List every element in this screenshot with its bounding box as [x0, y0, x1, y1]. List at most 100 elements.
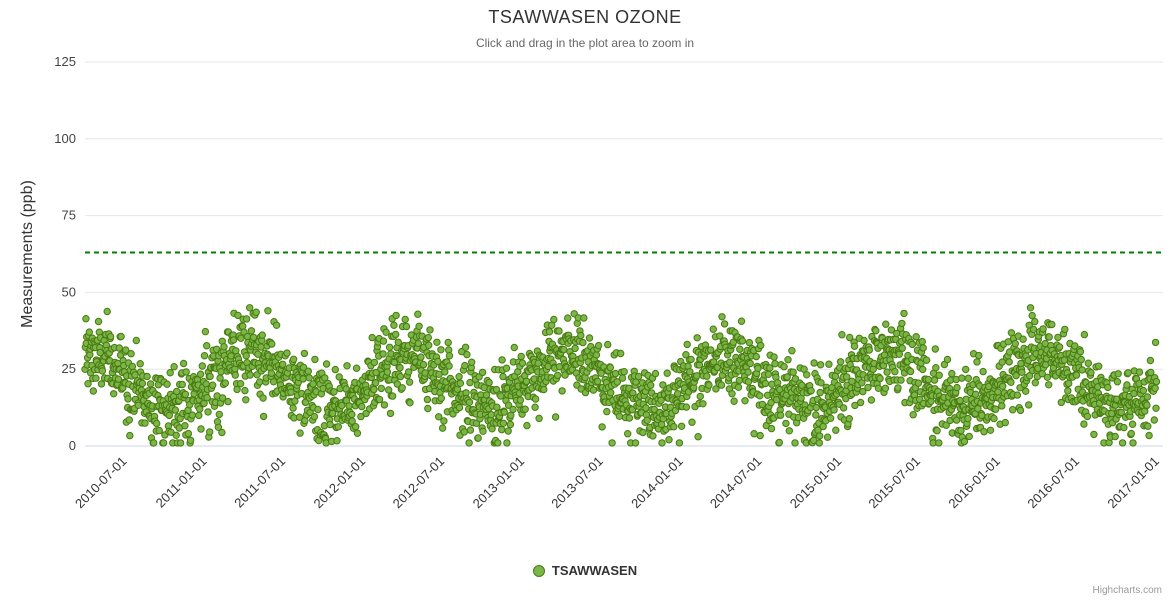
data-point [353, 429, 362, 437]
data-point [417, 353, 425, 361]
data-point [564, 314, 572, 322]
data-point [999, 382, 1007, 390]
data-point [1043, 373, 1052, 381]
data-point [807, 387, 815, 395]
data-point [523, 421, 531, 430]
data-point [98, 367, 107, 375]
data-point [103, 307, 111, 316]
data-point [859, 387, 867, 396]
scatter-series[interactable] [81, 304, 1161, 447]
data-point [843, 373, 851, 381]
data-point [424, 333, 432, 342]
data-point [234, 311, 242, 320]
data-point [299, 375, 307, 383]
data-point [502, 364, 511, 372]
data-point [289, 355, 298, 363]
data-point [237, 334, 245, 342]
data-point [492, 385, 501, 394]
data-point [1077, 355, 1086, 364]
data-point [258, 331, 266, 339]
data-point [812, 403, 820, 412]
data-point [734, 383, 743, 391]
data-point [1128, 420, 1137, 428]
data-point [935, 439, 943, 447]
data-point [343, 362, 351, 370]
data-point [1123, 381, 1131, 389]
data-point [816, 361, 825, 369]
data-point [608, 439, 616, 447]
data-point [184, 429, 193, 438]
data-point [521, 405, 529, 413]
data-point [775, 438, 783, 447]
data-point [634, 372, 643, 381]
data-point [321, 374, 329, 382]
data-point [352, 423, 360, 431]
data-point [466, 426, 475, 434]
data-point [1076, 348, 1085, 356]
data-point [535, 414, 543, 423]
data-point [398, 384, 406, 392]
data-point [504, 427, 512, 435]
data-point [423, 395, 432, 404]
data-point [487, 411, 495, 419]
data-point [898, 344, 906, 352]
data-point [957, 426, 965, 435]
data-point [1019, 335, 1027, 343]
data-point [437, 346, 445, 354]
svg-text:50: 50 [62, 284, 76, 299]
data-point [461, 361, 469, 370]
data-point [224, 397, 232, 406]
data-point [309, 380, 317, 388]
data-point [874, 384, 883, 392]
highcharts-credits[interactable]: Highcharts.com [1092, 585, 1162, 596]
data-point [1152, 404, 1160, 412]
data-point [1016, 406, 1025, 415]
svg-text:2016-01-01: 2016-01-01 [945, 454, 1003, 512]
data-point [1028, 311, 1036, 320]
data-point [518, 359, 527, 367]
data-point [456, 379, 465, 387]
data-point [764, 370, 773, 378]
data-point [780, 363, 788, 371]
data-point [979, 367, 987, 376]
data-point [445, 352, 454, 360]
data-point [933, 427, 941, 435]
data-point [186, 436, 195, 444]
data-point [383, 368, 392, 376]
data-point [707, 346, 715, 354]
data-point [953, 383, 961, 392]
data-point [106, 332, 115, 341]
data-point [117, 332, 125, 341]
data-point [816, 432, 824, 440]
data-point [761, 379, 770, 388]
data-point [124, 395, 132, 403]
svg-text:125: 125 [54, 54, 76, 69]
data-point [252, 308, 260, 316]
data-point [830, 406, 838, 414]
data-point [817, 379, 825, 387]
data-point [419, 360, 428, 369]
data-point [980, 428, 988, 436]
data-point [611, 369, 620, 378]
data-point [931, 345, 939, 353]
data-point [92, 374, 100, 382]
data-point [279, 360, 287, 368]
data-point [176, 439, 185, 447]
data-point [333, 437, 341, 445]
data-point [604, 340, 612, 349]
data-point [650, 405, 658, 414]
legend-item-tsawwasen[interactable]: TSAWWASEN [0, 563, 1170, 578]
data-point [1152, 377, 1161, 386]
data-point [1130, 389, 1138, 398]
data-point [357, 412, 365, 421]
data-point [352, 364, 361, 372]
data-point [1064, 387, 1072, 395]
data-point [380, 401, 389, 409]
data-point [379, 350, 387, 358]
data-point [741, 397, 749, 405]
data-point [435, 413, 443, 421]
data-point [696, 392, 704, 401]
data-point [639, 428, 647, 437]
data-point [730, 397, 738, 405]
